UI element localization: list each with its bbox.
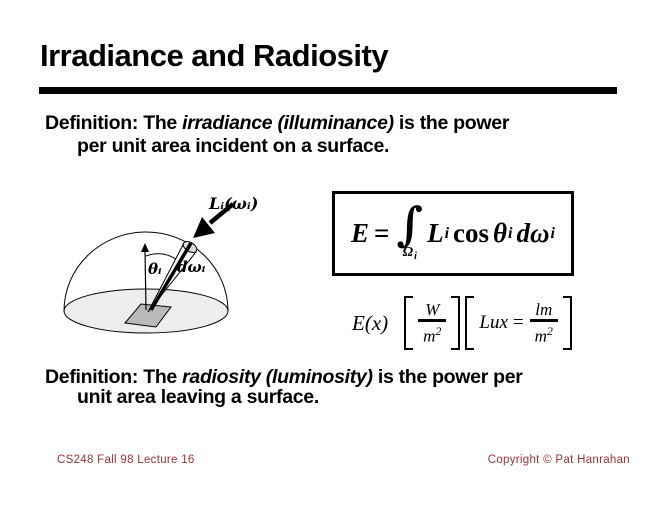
hemisphere-dome xyxy=(63,231,229,312)
radiance-arrowhead-icon xyxy=(193,217,215,238)
right-bracket xyxy=(451,296,461,350)
lux-equals: = xyxy=(512,312,524,333)
radiance-direction-label: Lᵢ(ωᵢ) xyxy=(208,194,258,213)
meter-symbol: m xyxy=(423,326,436,346)
formula-theta: θ xyxy=(493,218,508,248)
footer-course-info: CS248 Fall 98 Lecture 16 xyxy=(57,454,195,466)
units-lhs: E(x) xyxy=(352,310,389,335)
watt-fraction: W m2 xyxy=(418,300,447,346)
omega-domain-sub: i xyxy=(414,250,417,262)
watt-denominator: m2 xyxy=(418,319,447,346)
meter-exponent: 2 xyxy=(546,324,553,339)
definition-radiosity-line2: unit area leaving a surface. xyxy=(77,386,319,408)
formula-L-sub: i xyxy=(444,224,450,242)
surface-patch xyxy=(124,303,172,328)
definition-irradiance-line1: Definition: The irradiance (illuminance)… xyxy=(45,112,630,135)
formula-domega-sub: i xyxy=(550,224,555,242)
integral-with-domain: ∫ Ωi xyxy=(396,196,424,264)
formula-E: E xyxy=(351,218,370,248)
definition-emphasis: radiosity (luminosity) xyxy=(182,366,373,388)
definition-irradiance: Definition: The irradiance (illuminance)… xyxy=(45,112,630,158)
title-underline xyxy=(39,87,617,94)
meter-symbol: m xyxy=(534,326,547,346)
watt-units-bracket: W m2 xyxy=(404,296,461,350)
lux-label: Lux xyxy=(479,312,508,333)
formula-equals: = xyxy=(374,218,390,248)
definition-emphasis: irradiance (illuminance) xyxy=(182,112,394,134)
theta-label: θᵢ xyxy=(148,260,162,278)
formula-cos: cos xyxy=(453,218,490,248)
definition-text-tail: is the power xyxy=(393,112,510,134)
integral-domain: Ωi xyxy=(402,244,417,264)
lumen-numerator: lm xyxy=(535,300,553,320)
right-bracket xyxy=(562,296,572,350)
radiance-arrow-shaft-lower xyxy=(149,242,193,311)
formula-theta-sub: i xyxy=(508,224,513,242)
left-bracket xyxy=(404,296,414,350)
omega-domain: Ω xyxy=(402,244,414,260)
lumen-fraction: lm m2 xyxy=(529,300,558,346)
radiance-arrow-shaft-upper xyxy=(208,202,235,225)
integral-sign: ∫ xyxy=(396,196,424,251)
lumen-denominator: m2 xyxy=(529,319,558,346)
watt-numerator: W xyxy=(425,300,440,320)
definition-text-tail: is the power per xyxy=(372,366,523,388)
hemisphere-diagram: Lᵢ(ωᵢ) θᵢ dωᵢ xyxy=(63,194,258,334)
watt-units-content: W m2 xyxy=(413,296,451,350)
meter-exponent: 2 xyxy=(435,324,442,339)
lux-units-content: Lux = lm m2 xyxy=(474,296,563,350)
units-expression: E(x) W m2 Lux = lm m2 xyxy=(352,295,577,351)
formula-L: L xyxy=(427,218,444,248)
footer-copyright: Copyright © Pat Hanrahan xyxy=(487,454,630,466)
definition-radiosity: Definition: The radiosity (luminosity) i… xyxy=(45,367,630,407)
definition-irradiance-line2: per unit area incident on a surface. xyxy=(77,135,390,157)
surface-normal xyxy=(144,249,147,311)
definition-text: Definition: The xyxy=(45,112,183,134)
lux-units-bracket: Lux = lm m2 xyxy=(465,296,572,350)
solid-angle-label: dωᵢ xyxy=(177,258,206,276)
normal-arrowhead-icon xyxy=(141,243,149,252)
formula-domega: dω xyxy=(516,218,550,248)
definition-radiosity-line1: Definition: The radiosity (luminosity) i… xyxy=(45,367,630,387)
slide-title: Irradiance and Radiosity xyxy=(40,38,389,73)
left-bracket xyxy=(465,296,475,350)
definition-text: Definition: The xyxy=(45,366,183,388)
